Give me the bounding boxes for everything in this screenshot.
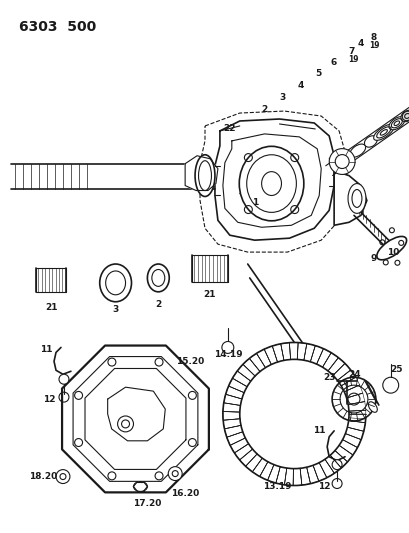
Polygon shape bbox=[36, 268, 66, 292]
Text: 4: 4 bbox=[357, 39, 363, 48]
Circle shape bbox=[59, 374, 69, 384]
Circle shape bbox=[328, 149, 354, 174]
Ellipse shape bbox=[349, 144, 365, 157]
Text: 2: 2 bbox=[155, 300, 161, 309]
Ellipse shape bbox=[373, 124, 393, 140]
Text: 23: 23 bbox=[322, 373, 335, 382]
Circle shape bbox=[168, 466, 182, 481]
Circle shape bbox=[117, 416, 133, 432]
Text: 12: 12 bbox=[317, 482, 330, 491]
Polygon shape bbox=[214, 119, 333, 240]
Ellipse shape bbox=[400, 110, 409, 122]
Text: 8: 8 bbox=[370, 33, 376, 42]
Ellipse shape bbox=[99, 264, 131, 302]
Text: 9: 9 bbox=[370, 254, 376, 263]
Ellipse shape bbox=[364, 136, 376, 147]
Text: 3: 3 bbox=[279, 93, 285, 102]
Polygon shape bbox=[185, 156, 217, 190]
Circle shape bbox=[221, 342, 233, 353]
Text: 10: 10 bbox=[387, 248, 399, 256]
Polygon shape bbox=[62, 345, 208, 492]
Ellipse shape bbox=[261, 172, 281, 196]
Text: 2: 2 bbox=[261, 104, 267, 114]
Circle shape bbox=[56, 470, 70, 483]
Circle shape bbox=[222, 343, 365, 486]
Circle shape bbox=[331, 377, 375, 421]
Text: 12: 12 bbox=[43, 394, 55, 403]
Text: 1: 1 bbox=[251, 198, 257, 207]
Ellipse shape bbox=[195, 155, 214, 197]
Polygon shape bbox=[192, 255, 227, 282]
Text: 15.20: 15.20 bbox=[175, 357, 204, 366]
Ellipse shape bbox=[388, 117, 404, 130]
Circle shape bbox=[331, 459, 341, 470]
Ellipse shape bbox=[133, 481, 147, 491]
Ellipse shape bbox=[376, 237, 406, 260]
Text: 5: 5 bbox=[315, 69, 321, 78]
Text: 21: 21 bbox=[45, 303, 57, 312]
Text: 19: 19 bbox=[347, 55, 357, 64]
Text: 25: 25 bbox=[389, 365, 402, 374]
Text: 6: 6 bbox=[330, 58, 337, 67]
Text: 22: 22 bbox=[223, 124, 236, 133]
Text: 6303  500: 6303 500 bbox=[19, 20, 96, 34]
Ellipse shape bbox=[401, 111, 409, 120]
Text: 13.19: 13.19 bbox=[263, 482, 291, 491]
Text: 24: 24 bbox=[348, 370, 360, 379]
Text: 17.20: 17.20 bbox=[133, 499, 161, 508]
Text: 7: 7 bbox=[348, 47, 354, 56]
Ellipse shape bbox=[147, 264, 169, 292]
Text: 11: 11 bbox=[312, 426, 325, 435]
Text: 16.20: 16.20 bbox=[171, 489, 199, 498]
Text: 3: 3 bbox=[112, 305, 119, 314]
Text: 11: 11 bbox=[40, 345, 52, 354]
Ellipse shape bbox=[331, 154, 351, 169]
Text: 21: 21 bbox=[203, 290, 216, 300]
Text: 19: 19 bbox=[369, 41, 379, 50]
Ellipse shape bbox=[239, 147, 303, 221]
Text: 4: 4 bbox=[297, 80, 303, 90]
Polygon shape bbox=[333, 171, 366, 225]
Text: 18.20: 18.20 bbox=[29, 472, 57, 481]
Circle shape bbox=[382, 377, 398, 393]
Ellipse shape bbox=[368, 402, 376, 413]
Ellipse shape bbox=[347, 183, 365, 213]
Text: 14.19: 14.19 bbox=[213, 350, 242, 359]
